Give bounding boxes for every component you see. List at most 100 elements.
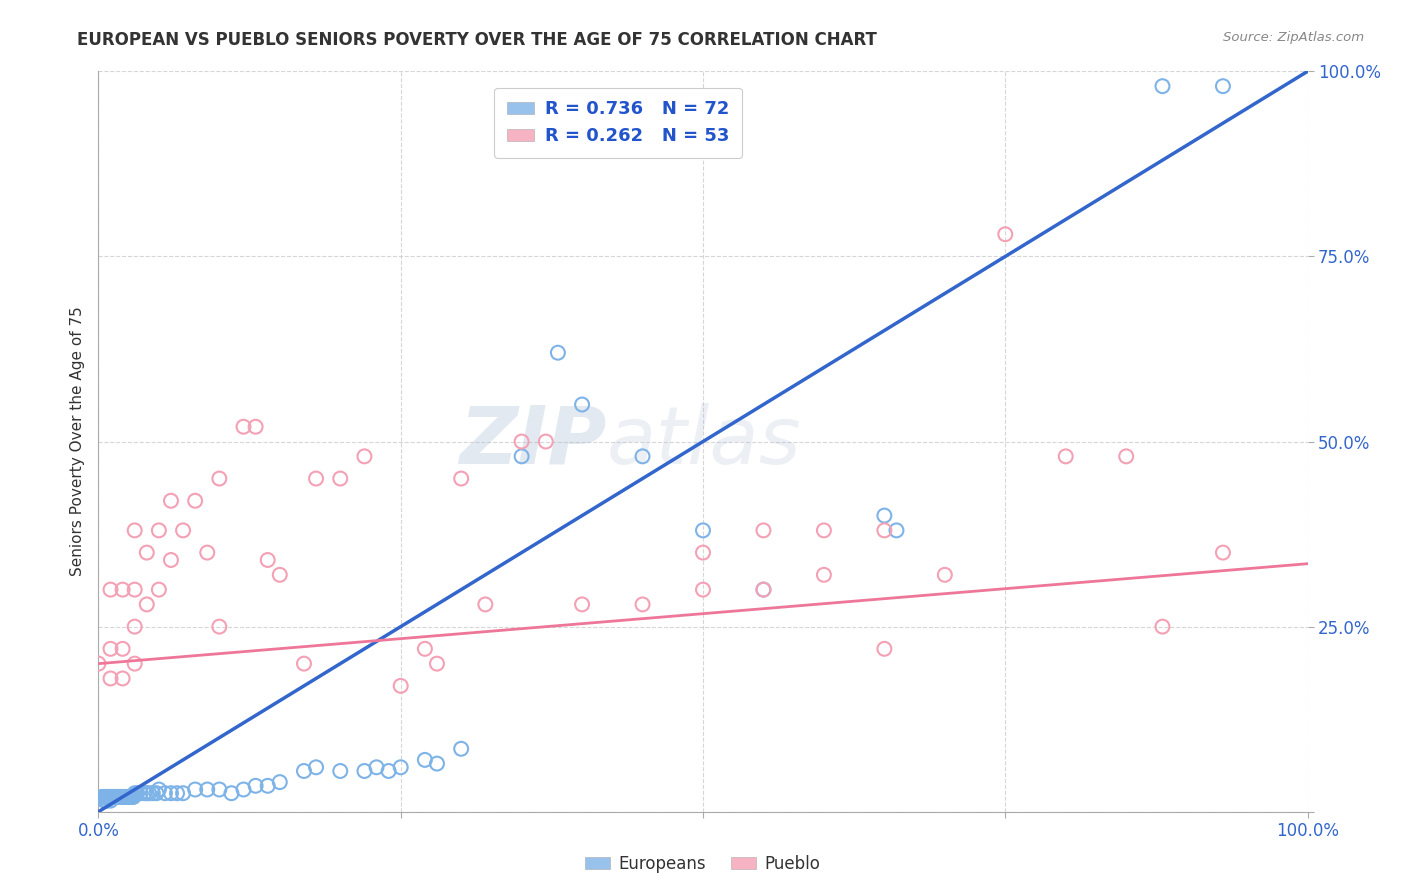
Point [1115, 450, 1137, 464]
Point [450, 471, 472, 485]
Point [111, 641, 134, 656]
Point [118, 789, 141, 804]
Point [184, 782, 207, 797]
Point [389, 679, 412, 693]
Point [148, 524, 170, 538]
Point [873, 524, 896, 538]
Point [172, 786, 194, 800]
Point [112, 789, 135, 804]
Point [353, 450, 375, 464]
Point [100, 672, 122, 686]
Point [195, 782, 218, 797]
Point [245, 779, 267, 793]
Point [292, 657, 315, 671]
Point [534, 434, 557, 449]
Point [221, 786, 243, 800]
Point [145, 786, 167, 800]
Point [752, 524, 775, 538]
Point [117, 789, 139, 804]
Point [269, 775, 291, 789]
Point [108, 789, 131, 804]
Point [195, 546, 218, 560]
Point [366, 760, 388, 774]
Point [413, 641, 436, 656]
Point [1212, 546, 1234, 560]
Point [873, 641, 896, 656]
Point [121, 789, 143, 804]
Point [97, 789, 120, 804]
Legend: R = 0.736   N = 72, R = 0.262   N = 53: R = 0.736 N = 72, R = 0.262 N = 53 [495, 87, 742, 158]
Point [93, 789, 115, 804]
Point [100, 582, 122, 597]
Point [111, 672, 134, 686]
Point [127, 786, 149, 800]
Point [87, 657, 110, 671]
Point [100, 641, 122, 656]
Point [114, 789, 136, 804]
Point [256, 553, 278, 567]
Point [813, 567, 835, 582]
Point [571, 598, 593, 612]
Point [329, 471, 352, 485]
Point [160, 553, 183, 567]
Point [631, 598, 654, 612]
Point [547, 345, 569, 359]
Point [153, 786, 176, 800]
Point [111, 789, 134, 804]
Point [94, 794, 117, 808]
Legend: Europeans, Pueblo: Europeans, Pueblo [579, 848, 827, 880]
Point [111, 582, 134, 597]
Point [426, 756, 449, 771]
Point [124, 619, 146, 633]
Point [426, 657, 449, 671]
Point [292, 764, 315, 778]
Point [1054, 450, 1077, 464]
Point [510, 450, 533, 464]
Point [91, 789, 114, 804]
Point [148, 782, 170, 797]
Point [129, 786, 152, 800]
Point [94, 789, 117, 804]
Point [142, 786, 165, 800]
Point [208, 782, 231, 797]
Point [208, 471, 231, 485]
Point [305, 471, 328, 485]
Y-axis label: Seniors Poverty Over the Age of 75: Seniors Poverty Over the Age of 75 [69, 307, 84, 576]
Point [232, 419, 254, 434]
Point [122, 789, 145, 804]
Point [474, 598, 496, 612]
Point [103, 789, 125, 804]
Point [120, 789, 142, 804]
Point [172, 524, 194, 538]
Point [104, 789, 127, 804]
Point [110, 789, 132, 804]
Point [100, 789, 122, 804]
Point [135, 786, 157, 800]
Point [98, 789, 121, 804]
Point [1152, 79, 1174, 94]
Point [1152, 619, 1174, 633]
Point [692, 524, 714, 538]
Point [450, 741, 472, 756]
Point [118, 789, 141, 804]
Point [101, 789, 124, 804]
Point [752, 582, 775, 597]
Point [124, 582, 146, 597]
Point [148, 582, 170, 597]
Point [631, 450, 654, 464]
Point [124, 524, 146, 538]
Point [135, 546, 157, 560]
Point [105, 789, 128, 804]
Point [752, 582, 775, 597]
Point [269, 567, 291, 582]
Point [245, 419, 267, 434]
Point [377, 764, 399, 778]
Point [413, 753, 436, 767]
Point [571, 398, 593, 412]
Point [208, 619, 231, 633]
Point [93, 794, 115, 808]
Point [100, 794, 122, 808]
Point [96, 794, 118, 808]
Point [886, 524, 908, 538]
Point [934, 567, 956, 582]
